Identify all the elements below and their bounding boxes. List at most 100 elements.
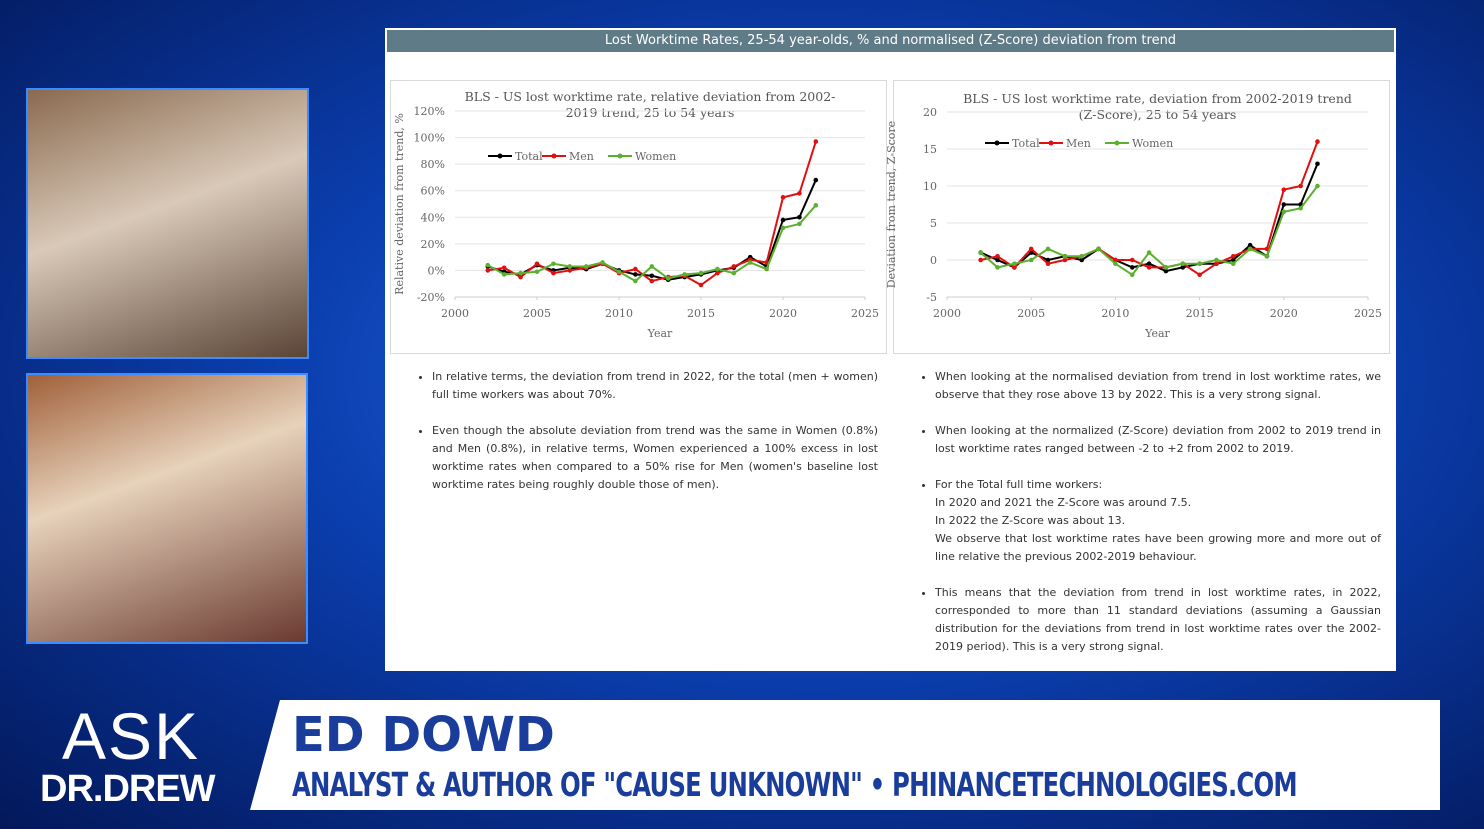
point [764, 266, 769, 272]
legend-label: Men [569, 150, 594, 163]
lower-third [250, 700, 1440, 810]
y-axis-label: Relative deviation from trend, % [393, 113, 406, 295]
y-tick-label: -5 [926, 291, 937, 304]
point [1028, 246, 1034, 252]
y-tick-label: 0% [428, 264, 445, 277]
point [1315, 183, 1320, 189]
legend-label: Women [1132, 137, 1173, 150]
point [1214, 261, 1219, 267]
bullet-text: For the Total full time workers: [935, 478, 1103, 491]
point [534, 261, 540, 267]
point [1264, 253, 1270, 259]
point [485, 268, 491, 273]
x-tick-label: 2005 [1017, 307, 1045, 320]
point [797, 191, 802, 196]
point [1197, 261, 1202, 267]
guest-subtitle: ANALYST & AUTHOR OF "CAUSE UNKNOWN" • PH… [292, 765, 1298, 804]
legend-label: Total [515, 150, 543, 163]
x-axis-label: Year [647, 327, 673, 340]
bullet-list: In relative terms, the deviation from tr… [418, 368, 878, 494]
point [1146, 265, 1152, 270]
bullet-text: In 2020 and 2021 the Z-Score was around … [935, 496, 1192, 509]
point [1264, 246, 1270, 252]
point [1045, 261, 1051, 267]
legend-label: Total [1012, 137, 1040, 150]
point [1230, 257, 1236, 263]
bullet-text: In 2022 the Z-Score was about 13. [935, 514, 1126, 527]
y-tick-label: -20% [417, 291, 445, 304]
point [1129, 265, 1135, 270]
legend-marker [1114, 140, 1120, 146]
y-tick-label: 120% [414, 105, 445, 118]
point [534, 269, 540, 275]
point [1163, 265, 1169, 270]
legend-marker [497, 153, 503, 159]
x-tick-label: 2020 [1270, 307, 1298, 320]
point [1146, 261, 1152, 267]
point [995, 265, 1000, 270]
point [518, 270, 523, 276]
point [1062, 257, 1068, 263]
point [747, 260, 753, 265]
bullet: For the Total full time workers: In 2020 … [935, 476, 1381, 566]
point [1315, 161, 1320, 167]
bullet: When looking at the normalised deviation… [935, 368, 1381, 404]
x-tick-label: 2025 [851, 307, 879, 320]
point [485, 262, 491, 268]
point [1129, 257, 1135, 263]
point [1230, 253, 1236, 259]
legend-label: Women [635, 150, 676, 163]
point [1045, 246, 1051, 252]
point [1180, 261, 1186, 267]
point [600, 260, 605, 265]
logo: ASK [62, 699, 201, 773]
chart-title: BLS - US lost worktime rate, relative de… [464, 89, 836, 120]
point [567, 264, 573, 269]
bullet-text: In relative terms, the deviation from tr… [432, 370, 878, 401]
y-tick-label: 60% [421, 185, 445, 198]
point [1113, 257, 1118, 263]
point [1012, 265, 1017, 270]
point [1045, 257, 1051, 263]
bullets-left: In relative terms, the deviation from tr… [418, 368, 878, 512]
point [682, 272, 687, 277]
point [995, 257, 1000, 263]
x-tick-label: 2015 [1186, 307, 1214, 320]
point [1113, 261, 1118, 267]
bullet-list: When looking at the normalised deviation… [921, 368, 1381, 656]
point [813, 139, 819, 144]
y-tick-label: 20 [923, 106, 937, 119]
point [1129, 272, 1135, 278]
bullet: In relative terms, the deviation from tr… [432, 368, 878, 404]
y-tick-label: 80% [421, 158, 445, 171]
point [567, 268, 573, 273]
point [780, 217, 786, 223]
point [1079, 253, 1085, 259]
x-tick-label: 2000 [933, 307, 961, 320]
point [1180, 265, 1186, 270]
bullet-text: Even though the absolute deviation from … [432, 424, 878, 491]
y-tick-label: 20% [421, 238, 445, 251]
y-axis-label: Deviation from trend, Z-Score [885, 121, 898, 288]
point [1163, 268, 1169, 274]
bullet: Even though the absolute deviation from … [432, 422, 878, 494]
bullet-text: When looking at the normalised deviation… [935, 370, 1381, 401]
point [501, 265, 507, 271]
point [780, 225, 786, 231]
point [978, 257, 983, 263]
point [1146, 250, 1152, 255]
point [1298, 183, 1303, 189]
point [1298, 205, 1303, 211]
x-tick-label: 2015 [687, 307, 715, 320]
x-tick-label: 2025 [1354, 307, 1382, 320]
logo: DR.DREW [40, 768, 216, 810]
point [715, 266, 720, 272]
point [1281, 202, 1287, 207]
x-tick-label: 2000 [441, 307, 469, 320]
legend-marker [551, 153, 557, 159]
point [995, 253, 1000, 259]
point [665, 276, 671, 281]
bullet-text: When looking at the normalized (Z-Score)… [935, 424, 1381, 455]
chart-title: BLS - US lost worktime rate, deviation f… [963, 91, 1352, 122]
